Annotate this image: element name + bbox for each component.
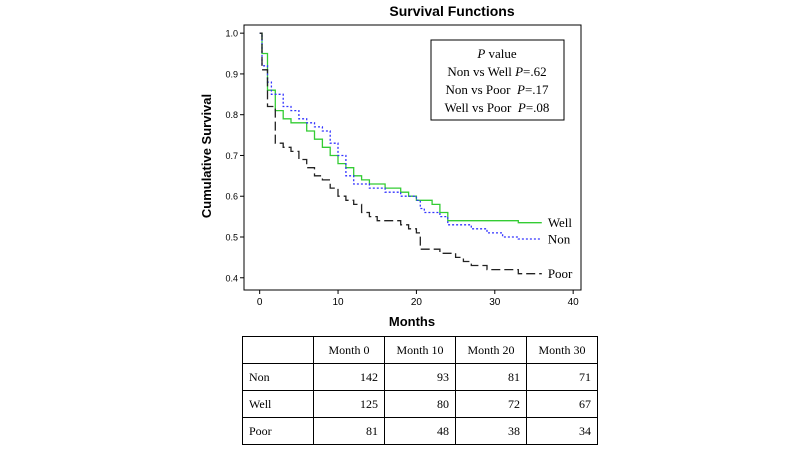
table-row-label: Non — [242, 363, 314, 391]
p-value-header: P value — [476, 46, 517, 61]
table-row-poor: Poor 81 48 38 34 — [242, 417, 598, 445]
y-tick-label: 0.7 — [225, 151, 238, 161]
y-tick-label: 0.5 — [225, 233, 238, 243]
y-tick-label: 0.9 — [225, 69, 238, 79]
table-header-month-30: Month 30 — [526, 336, 598, 364]
x-tick-label: 40 — [568, 297, 580, 308]
table-cell: 81 — [455, 363, 527, 391]
table-header-month-10: Month 10 — [384, 336, 456, 364]
y-tick-label: 0.6 — [225, 192, 238, 202]
y-tick-label: 0.8 — [225, 110, 238, 120]
table-cell: 93 — [384, 363, 456, 391]
x-tick-label: 10 — [332, 297, 344, 308]
at-risk-table: Month 0 Month 10 Month 20 Month 30 Non 1… — [242, 336, 598, 445]
table-cell: 80 — [384, 390, 456, 418]
p-line-p: P — [516, 82, 525, 97]
p-line-p: P — [517, 100, 526, 115]
table-cell: 38 — [455, 417, 527, 445]
table-header-row: Month 0 Month 10 Month 20 Month 30 — [242, 336, 598, 364]
p-value-non-vs-well: Non vs Well P=.62 — [447, 64, 546, 79]
series-label-poor: Poor — [548, 266, 573, 281]
table-cell: 71 — [526, 363, 598, 391]
p-value-box: P value Non vs Well P=.62 Non vs Poor P=… — [430, 39, 565, 121]
table-cell: 48 — [384, 417, 456, 445]
p-line-p: P — [514, 64, 523, 79]
series-label-well: Well — [548, 215, 573, 230]
p-value-header-p: P — [476, 46, 485, 61]
series-label-non: Non — [548, 232, 571, 247]
p-line-label: Well vs Poor — [445, 100, 518, 115]
series-labels: Well Non Poor — [548, 215, 573, 281]
series-layer — [259, 32, 542, 275]
p-line-value: =.17 — [525, 82, 549, 97]
series-line-poor — [259, 32, 542, 275]
table-cell: 72 — [455, 390, 527, 418]
plot-frame — [243, 24, 582, 291]
y-axis: 0.4 0.5 0.6 0.7 0.8 0.9 1.0 — [225, 29, 244, 283]
series-line-well — [259, 32, 542, 224]
p-value-box-frame — [430, 39, 565, 121]
y-tick-label: 0.4 — [225, 273, 238, 283]
table-cell: 81 — [313, 417, 385, 445]
x-tick-label: 30 — [489, 297, 501, 308]
table-header-blank — [242, 336, 314, 364]
p-line-value: =.08 — [526, 100, 550, 115]
p-line-label: Non vs Poor — [445, 82, 517, 97]
x-axis: 0 10 20 30 40 — [257, 290, 579, 308]
table-row-non: Non 142 93 81 71 — [242, 363, 598, 391]
table-row-label: Poor — [242, 417, 314, 445]
table-row-label: Well — [242, 390, 314, 418]
y-axis-title: Cumulative Survival — [199, 94, 214, 218]
p-value-well-vs-poor: Well vs Poor P=.08 — [445, 100, 550, 115]
table-cell: 142 — [313, 363, 385, 391]
table-row-well: Well 125 80 72 67 — [242, 390, 598, 418]
table-header-month-20: Month 20 — [455, 336, 527, 364]
series-line-non — [259, 32, 542, 240]
p-line-value: =.62 — [523, 64, 547, 79]
p-value-header-text: value — [485, 46, 517, 61]
survival-chart: Survival Functions 0.4 0.5 0.6 0.7 0.8 0.9 1.0… — [199, 3, 582, 329]
x-axis-title: Months — [389, 314, 435, 329]
x-tick-label: 0 — [257, 297, 263, 308]
table-cell: 67 — [526, 390, 598, 418]
y-tick-label: 1.0 — [225, 29, 238, 39]
table-header-month-0: Month 0 — [313, 336, 385, 364]
x-tick-label: 20 — [411, 297, 423, 308]
p-value-non-vs-poor: Non vs Poor P=.17 — [445, 82, 549, 97]
chart-title: Survival Functions — [389, 3, 514, 19]
table-cell: 34 — [526, 417, 598, 445]
p-line-label: Non vs Well — [447, 64, 515, 79]
table-cell: 125 — [313, 390, 385, 418]
